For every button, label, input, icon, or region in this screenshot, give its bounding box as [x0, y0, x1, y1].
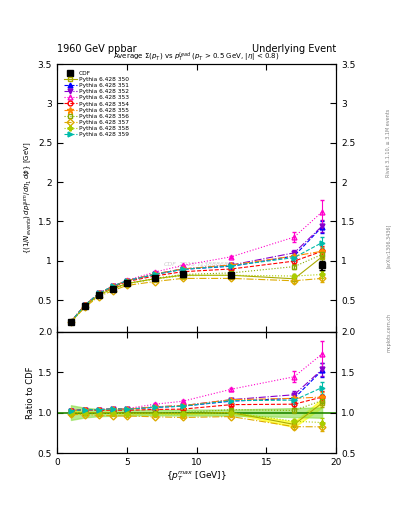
- Title: Average $\Sigma(p_T)$ vs $p_T^{lead}$ ($p_T$ > 0.5 GeV, $|\eta|$ < 0.8): Average $\Sigma(p_T)$ vs $p_T^{lead}$ ($…: [113, 51, 280, 64]
- X-axis label: $\{p_T^{max}$ [GeV]$\}$: $\{p_T^{max}$ [GeV]$\}$: [166, 470, 227, 483]
- Text: 1960 GeV ppbar: 1960 GeV ppbar: [57, 44, 137, 54]
- Y-axis label: $\{(1/N_{events})\,dp_T^{sum}/d\eta_1\,d\phi\}$ [GeV]: $\{(1/N_{events})\,dp_T^{sum}/d\eta_1\,d…: [23, 141, 35, 254]
- Legend: CDF, Pythia 6.428 350, Pythia 6.428 351, Pythia 6.428 352, Pythia 6.428 353, Pyt: CDF, Pythia 6.428 350, Pythia 6.428 351,…: [63, 70, 130, 138]
- Text: CDF_2015_I1388868: CDF_2015_I1388868: [164, 262, 229, 267]
- Text: Underlying Event: Underlying Event: [252, 44, 336, 54]
- Text: mcplots.cern.ch: mcplots.cern.ch: [386, 313, 391, 352]
- Text: Rivet 3.1.10, ≥ 3.1M events: Rivet 3.1.10, ≥ 3.1M events: [386, 109, 391, 178]
- Y-axis label: Ratio to CDF: Ratio to CDF: [26, 366, 35, 419]
- Text: [arXiv:1306.3436]: [arXiv:1306.3436]: [386, 224, 391, 268]
